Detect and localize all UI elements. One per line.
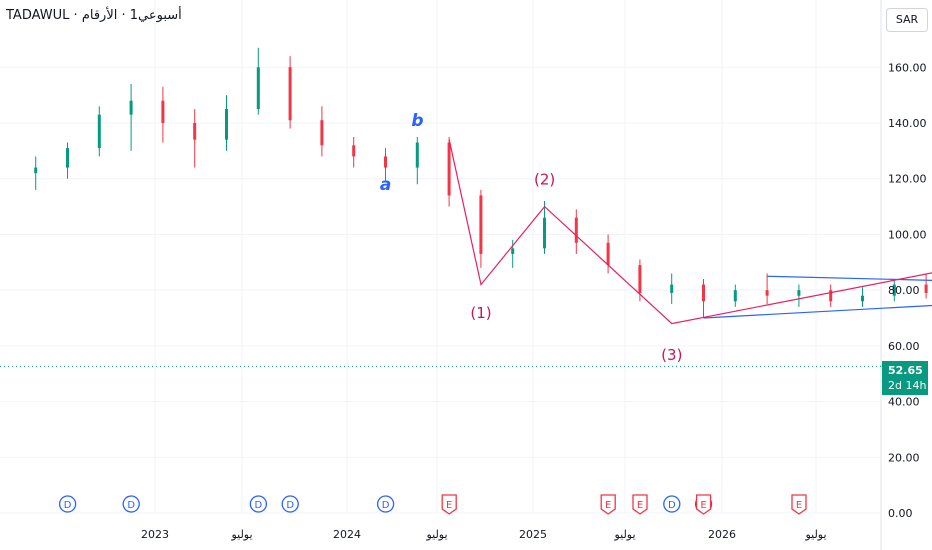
- time-tick-label: يوليو: [230, 528, 252, 541]
- time-tick-label: 2025: [519, 528, 547, 541]
- candle-body: [129, 100, 133, 115]
- earnings-marker[interactable]: [441, 494, 457, 515]
- candle-body: [447, 142, 451, 196]
- event-marker-label: E: [700, 500, 706, 511]
- dividend-marker[interactable]: [122, 495, 140, 513]
- event-marker-label: E: [446, 500, 452, 511]
- candle-body: [352, 145, 356, 157]
- event-marker-label: D: [382, 500, 390, 511]
- candle-body: [511, 248, 515, 254]
- wave-label: (2): [534, 170, 555, 188]
- candle-body: [574, 217, 578, 243]
- triangle-line: [703, 304, 932, 319]
- candle-body: [415, 142, 419, 168]
- candle-body: [479, 195, 483, 254]
- earnings-marker[interactable]: [791, 494, 807, 515]
- time-tick-label: 2026: [708, 528, 736, 541]
- candle-body: [861, 295, 864, 302]
- earnings-marker[interactable]: [600, 494, 616, 515]
- symbol-header: TADAWUL · أسبوعي1 · الأرقام: [6, 8, 182, 23]
- candle-body: [765, 290, 769, 296]
- event-marker-label: D: [255, 500, 263, 511]
- grid: [0, 0, 881, 514]
- time-tick-label: يوليو: [804, 528, 826, 541]
- bar-countdown: 2d 14h: [888, 379, 927, 392]
- wave-label: a: [380, 175, 391, 195]
- event-marker-label: E: [796, 500, 802, 511]
- event-marker-label: D: [286, 500, 294, 511]
- dividend-marker[interactable]: [376, 495, 395, 513]
- candle-body: [193, 123, 197, 140]
- candle-body: [892, 284, 896, 296]
- candle-body: [97, 114, 101, 149]
- wave-label: b: [411, 111, 423, 131]
- event-marker-label: E: [637, 500, 643, 511]
- candle-body: [638, 265, 642, 293]
- price-tick-label: 0.00: [888, 507, 913, 520]
- candle-body: [384, 156, 387, 168]
- price-tick-label: 60.00: [888, 340, 920, 353]
- events-row: DDDDDEEEDDEEEDEDEE: [58, 494, 807, 515]
- price-tick-label: 140.00: [888, 117, 927, 130]
- elliott-wave-line: [448, 139, 932, 325]
- currency-button[interactable]: SAR: [886, 8, 928, 32]
- candle-body: [606, 242, 610, 266]
- candle-body: [829, 290, 833, 302]
- candle-body: [320, 120, 324, 146]
- candle-body: [256, 67, 260, 110]
- wave-label: (3): [661, 346, 682, 364]
- dividend-marker[interactable]: [663, 495, 681, 513]
- candle-body: [66, 148, 69, 168]
- event-marker-label: D: [64, 500, 72, 511]
- event-marker-label: E: [605, 500, 611, 511]
- candle-body: [225, 109, 228, 140]
- candle-body: [288, 67, 292, 121]
- price-tick-label: 20.00: [888, 451, 920, 464]
- candle-body: [670, 284, 674, 293]
- last-price-value: 52.65: [888, 364, 923, 377]
- time-tick-label: يوليو: [613, 528, 635, 541]
- candle-body: [733, 290, 737, 302]
- earnings-marker[interactable]: [632, 494, 648, 515]
- price-tick-label: 100.00: [888, 228, 927, 241]
- candle-body: [924, 284, 928, 293]
- dividend-marker[interactable]: [58, 495, 77, 513]
- time-tick-label: يوليو: [425, 528, 447, 541]
- time-tick-label: 2024: [333, 528, 361, 541]
- candle-body: [161, 100, 165, 123]
- time-tick-label: 2023: [141, 528, 169, 541]
- earnings-marker[interactable]: [695, 494, 712, 515]
- price-tick-label: 40.00: [888, 396, 920, 409]
- candle-body: [34, 167, 38, 174]
- last-price-badge: 52.65 2d 14h: [882, 361, 928, 395]
- wave-label: (1): [470, 304, 491, 322]
- triangle-line: [767, 275, 932, 281]
- candles: [34, 47, 928, 318]
- time-axis: 2023 يوليو 2024 يوليو 2025 يوليو 2026 يوليو: [141, 528, 827, 541]
- candle-body: [797, 290, 801, 296]
- price-tick-label: 120.00: [888, 173, 927, 186]
- dividend-marker[interactable]: [249, 495, 268, 513]
- dividend-marker[interactable]: [281, 495, 299, 513]
- price-tick-label: 80.00: [888, 284, 920, 297]
- candle-body: [543, 217, 546, 249]
- event-marker-label: D: [127, 500, 135, 511]
- candle-body: [702, 284, 705, 302]
- event-marker-label: D: [668, 500, 676, 511]
- wave-overlays: abc(1)(2)(3)(4)(5): [380, 111, 932, 364]
- price-tick-label: 160.00: [888, 61, 927, 74]
- price-axis: 0.00 20.00 40.00 60.00 80.00 100.00 120.00 140.…: [888, 61, 927, 520]
